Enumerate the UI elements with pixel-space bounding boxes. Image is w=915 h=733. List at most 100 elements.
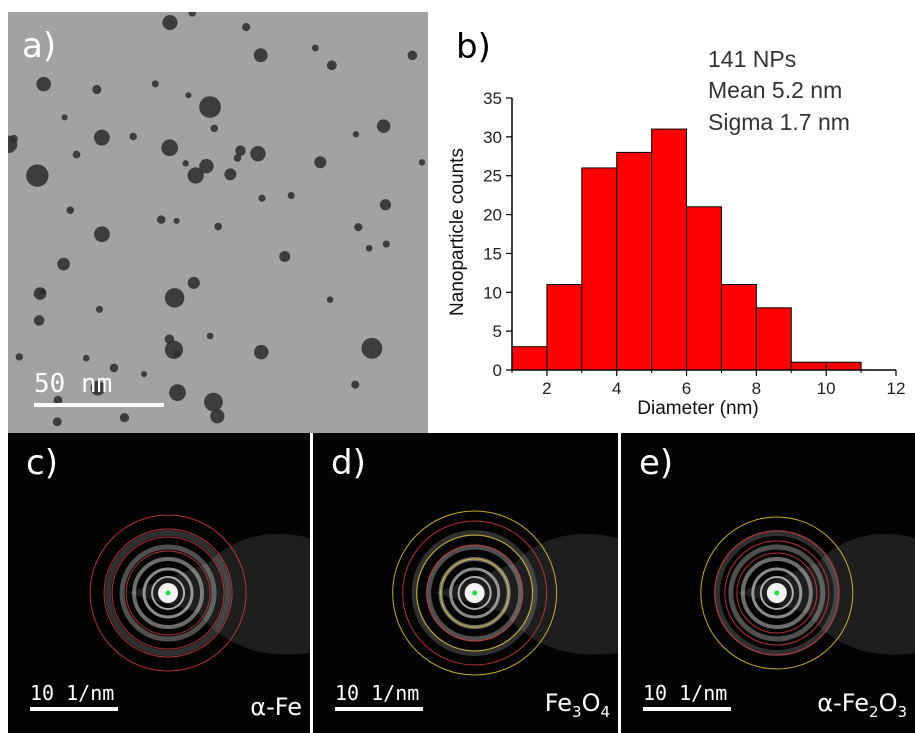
nanoparticle (140, 371, 148, 378)
indexed-ring (125, 550, 211, 636)
nanoparticle (187, 276, 200, 289)
phase-label-e: α-Fe2O3 (817, 689, 907, 721)
phase-label-d: Fe3O4 (544, 689, 610, 721)
nanoparticle (326, 296, 334, 303)
panel-label-b: b) (456, 27, 491, 67)
nanoparticle (61, 114, 68, 121)
nanoparticle (39, 288, 46, 295)
nanoparticle (8, 135, 18, 153)
diffraction-ring (411, 530, 538, 656)
nanoparticle (379, 199, 392, 211)
nanoparticle (156, 215, 166, 224)
indexed-ring (440, 558, 510, 628)
beam-center-marker (165, 590, 171, 596)
nanoparticle (187, 167, 204, 184)
nanoparticle (242, 22, 251, 32)
nanoparticle (233, 154, 242, 162)
tem-micrograph-panel: a) 50 nm (8, 12, 428, 433)
diffraction-ring (713, 530, 840, 656)
histogram-bar (651, 128, 688, 371)
nanoparticle (173, 217, 180, 224)
nanoparticle (351, 380, 360, 389)
nanoparticle (407, 50, 418, 61)
nanoparticle (206, 332, 214, 340)
x-tick-label: 6 (682, 379, 691, 398)
nanoparticle (15, 353, 23, 361)
nanoparticle (326, 60, 337, 71)
diffraction-ring (449, 567, 501, 619)
diffraction-panel-c: c) 10 1/nm α-Fe (8, 433, 310, 733)
histogram-panel: b) 2 4 6 8 10 12 0 5 10 15 20 25 30 35 141 NPs Mean 5… (428, 10, 915, 433)
diffraction-ring (740, 557, 813, 629)
nanoparticle (52, 417, 62, 427)
diffraction-ring (132, 557, 205, 629)
diffraction-panel-e: e) 10 1/nm α-Fe2O3 (621, 433, 915, 733)
x-tick-label: 8 (752, 379, 761, 398)
nanoparticle (185, 92, 192, 99)
nanoparticle (36, 76, 51, 92)
nanoparticle (161, 139, 179, 157)
nanoparticle (164, 288, 185, 308)
indexed-ring (714, 530, 840, 656)
nanoparticle (57, 257, 70, 271)
x-tick-label: 2 (542, 379, 551, 398)
nanoparticle (314, 156, 327, 169)
x-tick-label: 10 (817, 379, 836, 398)
nanoparticle (33, 315, 45, 326)
indexed-ring (89, 514, 247, 672)
y-tick-label: 15 (483, 244, 502, 263)
histogram-bar (581, 167, 618, 371)
nanoparticle (90, 380, 106, 396)
nanoparticle (382, 240, 390, 248)
beam-stopper (434, 533, 618, 655)
scale-bar-label-d: 10 1/nm (335, 681, 420, 705)
nanoparticle (376, 119, 391, 133)
indexed-ring (392, 510, 558, 676)
histogram-bar (616, 151, 653, 371)
beam-stopper (736, 533, 915, 655)
nanoparticle (352, 131, 360, 138)
nanoparticle (83, 354, 90, 362)
panel-label-a: a) (22, 26, 57, 66)
histogram-bar (686, 206, 722, 371)
tem-image (8, 12, 428, 433)
histogram-bar (755, 307, 792, 371)
nanoparticle (210, 409, 225, 424)
nanoparticle (199, 159, 214, 174)
diffraction-ring (759, 576, 794, 610)
scale-bar-a: 50 nm (34, 369, 164, 407)
nanoparticle (151, 80, 159, 88)
annotation-count: 141 NPs (708, 46, 796, 72)
nanoparticle (214, 222, 222, 231)
nanoparticle (224, 168, 237, 181)
scale-bar-d: 10 1/nm (335, 681, 423, 711)
nanoparticle (162, 15, 178, 31)
panel-label-c: c) (26, 443, 58, 483)
nanoparticle (92, 84, 102, 95)
phase-label-c: α-Fe (250, 693, 302, 721)
nanoparticle (418, 159, 426, 166)
diffraction-pattern-d (392, 510, 618, 676)
nanoparticle (169, 384, 186, 401)
scale-bar-c: 10 1/nm (30, 681, 118, 711)
diffraction-ring (119, 544, 217, 642)
histogram-bar (825, 361, 862, 371)
nanoparticle (254, 344, 269, 360)
nanoparticle (235, 145, 246, 156)
nanoparticle (66, 206, 75, 214)
nanoparticle (250, 146, 266, 162)
nanoparticle (204, 392, 223, 412)
nanoparticle (287, 191, 295, 200)
indexed-ring (416, 534, 534, 652)
indexed-ring (736, 552, 818, 634)
nanoparticle (365, 244, 373, 252)
y-tick-label: 30 (483, 128, 502, 147)
diffraction-ring (751, 567, 803, 619)
y-axis-label: Nanoparticle counts (447, 148, 468, 316)
histogram-bar (790, 361, 827, 371)
nanoparticle (311, 44, 319, 52)
panel-label-d: d) (331, 443, 366, 483)
panel-label-e: e) (639, 443, 674, 483)
nanoparticle (72, 150, 81, 159)
indexed-ring (426, 544, 524, 642)
